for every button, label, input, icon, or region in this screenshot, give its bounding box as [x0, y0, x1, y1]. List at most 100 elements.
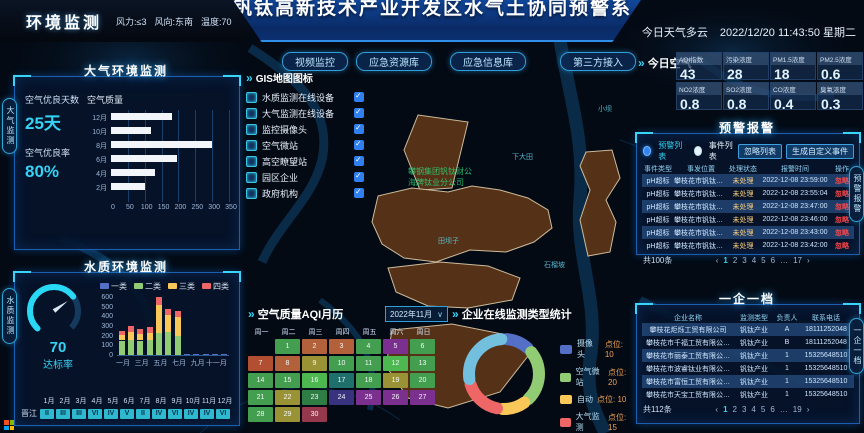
donut-legend-item[interactable]: 大气监测 点位: 15: [560, 411, 634, 433]
calendar-day-cell[interactable]: 15: [275, 373, 300, 388]
stacked-bar-segment[interactable]: [184, 354, 190, 355]
calendar-day-cell[interactable]: 6: [410, 339, 435, 354]
page-number[interactable]: 1: [723, 256, 728, 265]
radio-warning-list[interactable]: [643, 146, 652, 156]
gis-layer-item[interactable]: 园区企业: [246, 169, 364, 185]
stacked-bar-segment[interactable]: [212, 354, 218, 355]
water-grade-cell[interactable]: VI: [88, 408, 102, 419]
radio-event-list[interactable]: [693, 146, 702, 156]
layer-checkbox-checked[interactable]: [354, 123, 364, 134]
page-number[interactable]: 2: [732, 256, 738, 265]
page-number[interactable]: 5: [760, 405, 766, 414]
page-number[interactable]: 2: [732, 405, 737, 414]
layer-checkbox-checked[interactable]: [354, 187, 364, 198]
stacked-bar-segment[interactable]: [128, 331, 134, 340]
table-row[interactable]: 攀枝花市千福工贸有限公… 钒钛产业 B 18111252048: [642, 336, 854, 349]
water-stacked-chart[interactable]: 600 500 400 300 200 100 0 一月 三月 五月 七月 九月 十一月: [95, 294, 233, 371]
stacked-bar-segment[interactable]: [146, 340, 153, 355]
center-button-3[interactable]: 应急信息库: [450, 52, 526, 71]
table-row[interactable]: 攀枝花市波睿钛业有限公… 钒钛产业 1 15325648510: [642, 362, 854, 375]
page-number[interactable]: 5: [761, 256, 766, 265]
calendar-day-cell[interactable]: 13: [410, 356, 435, 371]
calendar-day-cell[interactable]: 22: [275, 390, 300, 405]
page-next[interactable]: ›: [806, 405, 810, 414]
calendar-day-cell[interactable]: 18: [356, 373, 381, 388]
water-grade-cell[interactable]: IV: [152, 408, 166, 419]
page-next[interactable]: ›: [806, 256, 810, 265]
calendar-day-cell[interactable]: 16: [302, 373, 327, 388]
stacked-bar-segment[interactable]: [221, 354, 228, 355]
calendar-day-cell[interactable]: 11: [356, 356, 381, 371]
table-row[interactable]: 攀枝花市天宝工贸有限公… 钒钛产业 1 15325648510: [642, 388, 854, 401]
water-grade-cell[interactable]: II: [136, 408, 150, 419]
windows-logo-icon[interactable]: [4, 420, 14, 430]
stacked-bar-segment[interactable]: [118, 340, 125, 355]
page-number[interactable]: …: [779, 405, 788, 414]
table-row[interactable]: pH超标 攀枝花市钒钛产… 未处理 2022-12-08 23:46:00 忽略: [642, 213, 854, 226]
gis-layer-item[interactable]: 大气监测在线设备: [246, 105, 364, 121]
stacked-bar-segment[interactable]: [118, 334, 125, 341]
water-grade-cell[interactable]: IV: [184, 408, 198, 419]
donut-legend-item[interactable]: 自动 点位: 10: [560, 394, 634, 405]
center-button-4[interactable]: 第三方接入: [560, 52, 636, 71]
page-number[interactable]: 6: [770, 256, 776, 265]
calendar-day-cell[interactable]: 19: [383, 373, 408, 388]
center-button-1[interactable]: 视频监控: [282, 52, 348, 71]
page-number[interactable]: 1: [723, 405, 728, 414]
stacked-bar-segment[interactable]: [174, 317, 181, 336]
calendar-day-cell[interactable]: 17: [329, 373, 354, 388]
monitor-type-donut[interactable]: [454, 324, 554, 424]
page-number[interactable]: 4: [751, 256, 757, 265]
layer-checkbox-checked[interactable]: [354, 107, 364, 118]
air-quality-bar[interactable]: [111, 113, 172, 120]
stacked-bar-segment[interactable]: [146, 332, 153, 341]
calendar-day-cell[interactable]: 2: [302, 339, 327, 354]
gis-layer-item[interactable]: 空气微站: [246, 137, 364, 153]
calendar-day-cell[interactable]: 14: [248, 373, 273, 388]
air-bar-chart[interactable]: 12月 10月 8月 6月 4月 2月 0 50 100 150 200 250 300 350: [87, 110, 237, 214]
water-grade-cell[interactable]: VI: [168, 408, 182, 419]
table-row[interactable]: pH超标 攀枝花市钒钛产… 未处理 2022-12-08 23:43:00 忽略: [642, 226, 854, 239]
stacked-bar-segment[interactable]: [137, 340, 144, 355]
stacked-bar-segment[interactable]: [174, 310, 181, 318]
page-number[interactable]: 3: [742, 256, 747, 265]
gis-layer-item[interactable]: 监控摄像头: [246, 121, 364, 137]
page-number[interactable]: …: [780, 256, 789, 265]
stacked-bar-segment[interactable]: [156, 304, 162, 333]
donut-segment[interactable]: [463, 333, 545, 415]
page-prev[interactable]: ‹: [715, 405, 719, 414]
stacked-bar-segment[interactable]: [165, 315, 172, 332]
water-grade-cell[interactable]: II: [40, 408, 54, 419]
table-row[interactable]: 攀枝花炬烁工贸有限公司 钒钛产业 A 18111252048: [642, 323, 854, 336]
water-grade-cell[interactable]: III: [56, 408, 70, 419]
layer-checkbox-checked[interactable]: [354, 155, 364, 166]
edge-tab-air-monitor[interactable]: 大气监测: [2, 98, 17, 154]
calendar-day-cell[interactable]: 27: [410, 390, 435, 405]
radio-warning-label[interactable]: 预警列表: [658, 141, 683, 161]
table-row[interactable]: pH超标 攀枝花市钒钛产… 未处理 2022-12-08 23:59:00 忽略: [642, 174, 854, 187]
calendar-day-cell[interactable]: 9: [302, 356, 327, 371]
calendar-day-cell[interactable]: 28: [248, 407, 273, 422]
page-number[interactable]: 3: [741, 405, 747, 414]
create-custom-event-button[interactable]: 生成自定义事件: [786, 143, 854, 159]
water-grade-cell[interactable]: III: [72, 408, 86, 419]
page-prev[interactable]: ‹: [715, 256, 719, 265]
edge-tab-water-monitor[interactable]: 水质监测: [2, 288, 17, 344]
gis-layer-item[interactable]: 高空瞭望站: [246, 153, 364, 169]
stacked-bar-segment[interactable]: [156, 332, 162, 355]
stacked-bar-segment[interactable]: [118, 330, 125, 335]
calendar-day-cell[interactable]: 29: [275, 407, 300, 422]
calendar-day-cell[interactable]: 30: [302, 407, 327, 422]
donut-segment[interactable]: [463, 333, 545, 415]
center-button-2[interactable]: 应急资源库: [356, 52, 432, 71]
stacked-bar-segment[interactable]: [137, 328, 144, 334]
calendar-day-cell[interactable]: 3: [329, 339, 354, 354]
table-row[interactable]: pH超标 攀枝花市钒钛产… 未处理 2022-12-08 23:47:00 忽略: [642, 200, 854, 213]
calendar-day-cell[interactable]: 8: [275, 356, 300, 371]
stacked-bar-segment[interactable]: [146, 326, 153, 333]
stacked-bar-segment[interactable]: [137, 333, 144, 341]
page-number[interactable]: 17: [793, 256, 802, 265]
air-quality-bar[interactable]: [111, 141, 213, 148]
stacked-bar-segment[interactable]: [128, 326, 134, 332]
donut-segment[interactable]: [463, 333, 545, 415]
